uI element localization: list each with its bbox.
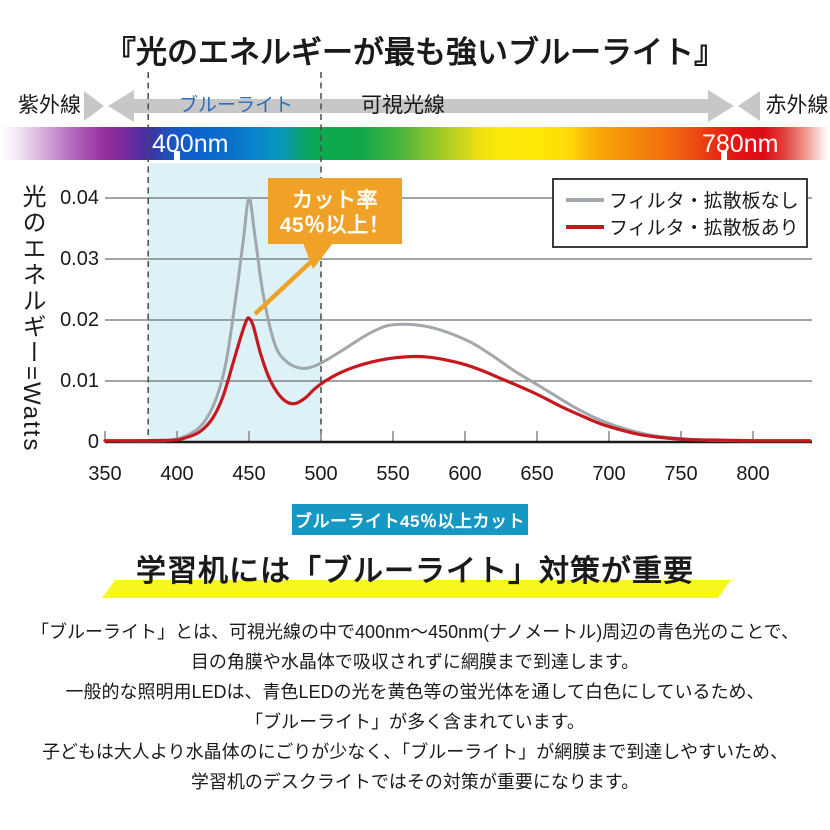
visible-light-label: 可視光線 xyxy=(361,94,445,117)
y-axis-title: 光のエネルギー=Watts xyxy=(18,184,45,453)
description-line: 目の角膜や水晶体で吸収されずに網膜まで到達します。 xyxy=(190,652,640,672)
y-tick-label: 0 xyxy=(87,431,99,453)
legend-label-no-filter: フィルタ・拡散板なし xyxy=(609,191,799,212)
callout-line2: 45％以上！ xyxy=(279,214,391,237)
description-text: 「ブルーライト」とは、可視光線の中で400nm～450nm(ナノメートル)周辺の… xyxy=(0,617,830,797)
ir-label: 赤外線 xyxy=(765,94,829,117)
x-tick-label: 800 xyxy=(736,463,770,485)
arrow-left-head xyxy=(108,90,134,122)
legend-row-with-filter: フィルタ・拡散板あり xyxy=(566,213,799,240)
description-line: 「ブルーライト」が多く含まれています。 xyxy=(245,712,585,732)
y-tick-label: 0.04 xyxy=(60,187,99,209)
description-line: 学習机のデスクライトではその対策が重要になります。 xyxy=(190,772,640,792)
x-tick-label: 400 xyxy=(160,463,194,485)
chart-legend: フィルタ・拡散板なし フィルタ・拡散板あり xyxy=(552,178,808,248)
x-tick-label: 500 xyxy=(304,463,338,485)
arrow-shaft xyxy=(134,99,708,113)
ir-arrowhead-icon xyxy=(738,91,760,121)
x-tick-label: 600 xyxy=(448,463,482,485)
blue-light-label: ブルーライト xyxy=(178,95,294,116)
curve-no-filter xyxy=(103,196,812,443)
x-tick-label: 650 xyxy=(520,463,554,485)
blue-light-cut-badge: ブルーライト45％以上カット xyxy=(292,504,528,535)
legend-row-no-filter: フィルタ・拡散板なし xyxy=(566,186,799,213)
tick-780nm xyxy=(721,151,727,160)
gray-line-swatch xyxy=(566,197,604,202)
y-tick-label: 0.03 xyxy=(60,248,99,270)
page-title: 『光のエネルギーが最も強いブルーライト』 xyxy=(105,35,725,70)
legend-label-with-filter: フィルタ・拡散板あり xyxy=(609,218,799,239)
tick-400nm xyxy=(174,151,180,160)
y-tick-label: 0.02 xyxy=(60,309,99,331)
description-line: 一般的な照明用LEDは、青色LEDの光を黄色等の蛍光体を通して白色にしているため… xyxy=(65,682,765,702)
wavelength-400nm-label: 400nm xyxy=(152,130,229,158)
callout-pointer-line xyxy=(253,256,317,316)
arrow-right-head xyxy=(708,90,734,122)
x-tick-label: 750 xyxy=(664,463,698,485)
curve-with-filter xyxy=(103,316,812,443)
x-tick-label: 550 xyxy=(376,463,410,485)
uv-label: 紫外線 xyxy=(18,94,81,117)
wavelength-780nm-label: 780nm xyxy=(702,130,779,158)
x-tick-label: 450 xyxy=(232,463,266,485)
section-heading: 学習机には「ブルーライト」対策が重要 xyxy=(136,555,694,588)
x-tick-label: 350 xyxy=(88,463,122,485)
cut-rate-callout: カット率 45％以上！ xyxy=(268,178,402,244)
callout-line1: カット率 xyxy=(292,189,378,212)
y-tick-label: 0.01 xyxy=(60,370,99,392)
uv-arrowhead-icon xyxy=(84,91,104,121)
description-line: 子どもは大人より水晶体のにごりが少なく、「ブルーライト」が網膜まで到達しやすいた… xyxy=(41,742,789,762)
red-line-swatch xyxy=(566,224,604,229)
spectrum-gradient-bar: 400nm 780nm xyxy=(0,127,830,160)
description-line: 「ブルーライト」とは、可視光線の中で400nm～450nm(ナノメートル)周辺の… xyxy=(31,622,799,642)
heading-highlight-band xyxy=(102,580,731,598)
x-tick-label: 700 xyxy=(592,463,626,485)
